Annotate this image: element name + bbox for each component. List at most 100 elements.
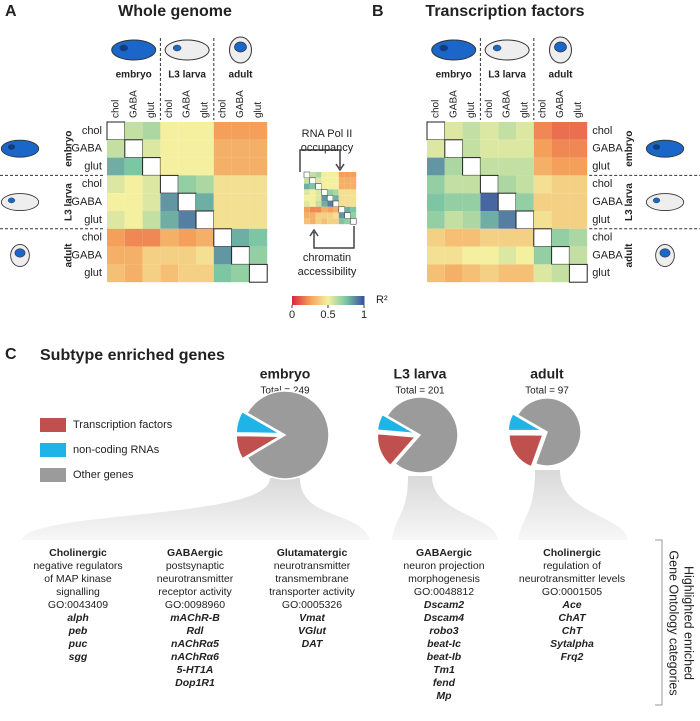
inset-cell — [304, 206, 310, 213]
larva-icon — [645, 139, 685, 158]
panel-letter: B — [372, 3, 384, 20]
diagonal-cell — [159, 174, 179, 194]
inset-cell — [315, 195, 322, 201]
row-label: chol — [592, 178, 612, 190]
gene: nAChRα5 — [171, 638, 219, 650]
heatmap-cell — [498, 139, 516, 158]
inset-cell — [315, 206, 322, 213]
heatmap-cell — [444, 211, 463, 229]
row-label: chol — [82, 125, 102, 137]
inset-cell — [309, 195, 316, 201]
go-id: GO:0005326 — [282, 599, 342, 611]
heatmap-cell — [444, 193, 463, 211]
icon-body — [164, 39, 210, 61]
heatmap-cell — [462, 139, 481, 158]
icon-brain — [439, 44, 448, 52]
heatmap-cell — [427, 139, 445, 158]
go-id: GO:0043409 — [48, 599, 108, 611]
go-title: GABAergic — [416, 547, 472, 559]
inset-cell — [309, 201, 316, 207]
go-title: GABAergic — [167, 547, 223, 559]
heatmap-cell — [498, 264, 516, 283]
inset-cell — [338, 218, 345, 225]
go-description: negative regulators — [33, 560, 122, 572]
arrow — [299, 149, 345, 172]
heatmap-cell — [178, 122, 196, 140]
heatmap-cell — [569, 157, 588, 176]
legend-swatch — [40, 418, 66, 432]
heatmap-cell — [213, 139, 232, 158]
gene: Sytalpha — [550, 638, 594, 650]
icon-brain — [7, 197, 16, 204]
heatmap-cell — [231, 193, 250, 211]
heatmap-cell — [196, 246, 214, 265]
heatmap-cell — [569, 139, 588, 158]
colorbar-tick-label: 1 — [361, 309, 367, 321]
inset-label: chromatin — [303, 252, 351, 264]
heatmap-cell — [444, 246, 463, 265]
heatmap-cell — [124, 211, 143, 229]
inset-cell — [338, 212, 345, 219]
inset-cell — [338, 177, 345, 184]
gene: Dscam2 — [424, 599, 464, 611]
icon-body — [645, 139, 685, 158]
column-label: chol — [484, 100, 495, 118]
colorbar-step — [346, 296, 349, 305]
go-title: Glutamatergic — [277, 547, 348, 559]
heatmap-cell — [533, 122, 552, 140]
heatmap-cell — [124, 175, 143, 194]
colorbar-step — [313, 296, 316, 305]
gene: Tm1 — [433, 664, 455, 676]
heatmap-cell — [142, 211, 161, 229]
stage-row-label: embryo — [64, 131, 75, 167]
colorbar-step — [302, 296, 306, 305]
stage-row-label: adult — [64, 243, 75, 268]
heatmap-cell — [231, 228, 250, 247]
larva-icon — [0, 193, 40, 212]
inset-cell — [338, 189, 345, 196]
go-description: neuron projection — [403, 560, 484, 572]
row-label: chol — [592, 232, 612, 244]
legend-swatch — [40, 468, 66, 482]
heatmap-cell — [178, 246, 196, 265]
heatmap-cell — [124, 122, 143, 140]
inset-cell — [350, 189, 357, 196]
icon-body — [0, 139, 40, 158]
gene: Rdl — [187, 625, 205, 637]
arrow — [309, 226, 355, 249]
diagonal-cell — [551, 246, 570, 265]
heatmap-cell — [551, 122, 570, 140]
row-label: glut — [592, 267, 610, 279]
colorbar-step — [335, 296, 338, 305]
column-label: glut — [146, 102, 157, 118]
row-label: chol — [82, 232, 102, 244]
icon-brain — [119, 44, 128, 52]
inset-cell — [304, 218, 310, 225]
inset-cell — [327, 218, 333, 225]
gene: Frq2 — [561, 651, 584, 663]
column-label: chol — [217, 100, 228, 118]
colorbar-step — [337, 296, 340, 305]
column-label: glut — [253, 102, 264, 118]
icon-brain — [7, 144, 16, 150]
heatmap-cell — [160, 193, 179, 211]
heatmap-cell — [462, 264, 481, 283]
inset-cell — [326, 194, 334, 202]
pie-slice — [376, 432, 417, 467]
heatmap-cell — [480, 228, 499, 247]
colorbar-step — [304, 296, 307, 305]
heatmap-cell — [249, 122, 268, 140]
larva-icon — [484, 39, 530, 61]
column-label: GABA — [235, 90, 246, 118]
pie-slice — [235, 434, 283, 460]
inset-cell — [304, 195, 310, 201]
funnel — [392, 476, 498, 540]
colorbar-step — [299, 296, 302, 305]
heatmap-cell — [427, 264, 445, 283]
colorbar-step — [360, 296, 363, 305]
gene: VGlut — [298, 625, 327, 637]
heatmap-cell — [498, 211, 516, 229]
heatmap-cell — [249, 211, 268, 229]
heatmap-cell — [142, 122, 161, 140]
colorbar-step — [349, 296, 352, 305]
